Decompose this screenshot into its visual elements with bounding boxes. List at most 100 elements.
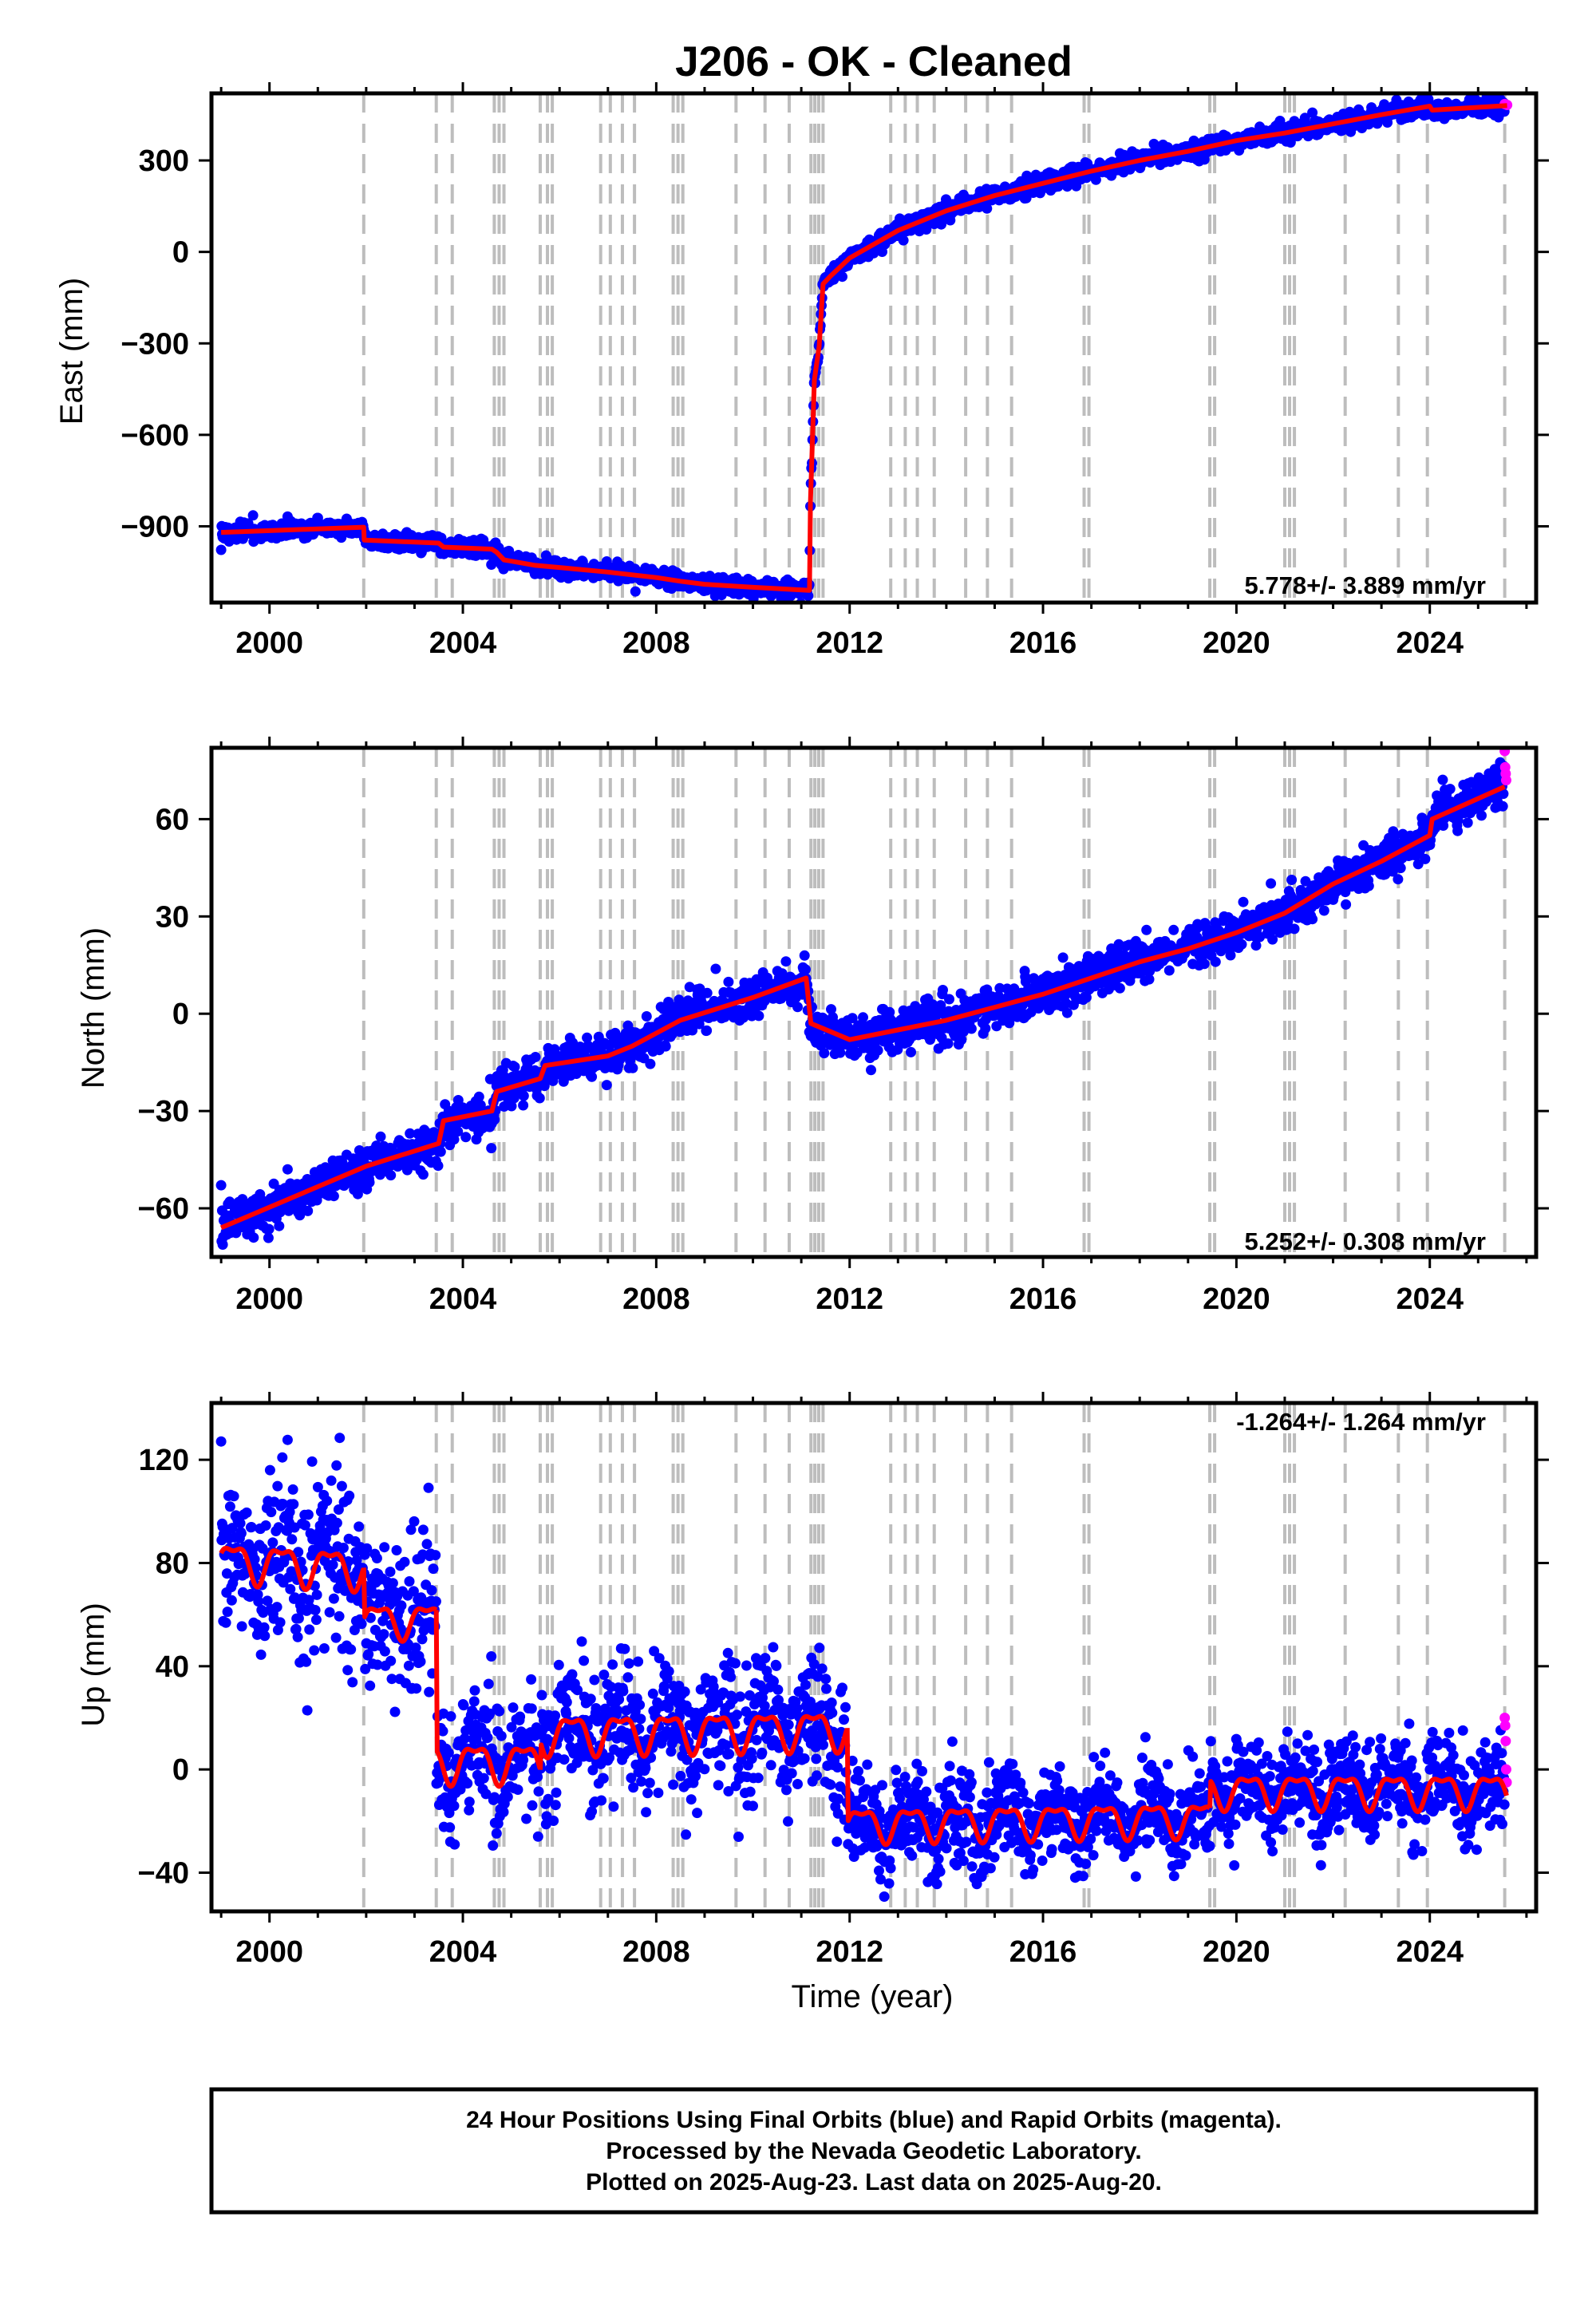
x-tick-label: 2008 (622, 626, 690, 660)
final-orbit-point (837, 271, 847, 283)
final-orbit-point (489, 1114, 500, 1125)
final-orbit-point (534, 1093, 545, 1104)
x-tick-label: 2016 (1009, 1282, 1077, 1316)
final-orbit-point (1236, 939, 1247, 950)
final-orbit-point (518, 1100, 529, 1111)
final-orbit-point (872, 1045, 883, 1056)
final-orbit-point (1497, 800, 1508, 812)
x-tick-label: 2004 (429, 1282, 497, 1316)
final-orbit-point (248, 1232, 259, 1243)
final-orbit-point (385, 1170, 397, 1181)
final-orbit-point (898, 235, 909, 246)
final-orbit-point (866, 1065, 876, 1076)
final-orbit-point (1286, 875, 1298, 885)
final-orbit-point (776, 968, 788, 979)
final-orbit-point (660, 1041, 671, 1052)
final-orbit-point (701, 1025, 713, 1036)
final-orbit-point (1452, 815, 1464, 826)
final-orbit-point (645, 1058, 656, 1069)
x-tick-label: 2020 (1203, 1282, 1270, 1316)
final-orbit-point (1144, 974, 1155, 985)
final-orbit-point (405, 1128, 416, 1139)
final-orbit-point (509, 1061, 520, 1073)
final-orbit-point (980, 1023, 991, 1034)
final-orbit-point (799, 950, 810, 961)
final-orbit-point (1363, 880, 1374, 891)
final-orbit-point (1307, 914, 1318, 925)
rapid-orbit-point (1499, 748, 1511, 757)
final-orbit-point (1289, 923, 1300, 935)
final-orbit-point (938, 985, 948, 995)
final-orbit-point (710, 963, 721, 974)
final-orbit-point (473, 1091, 484, 1102)
final-orbit-point (486, 1143, 497, 1154)
y-tick-label: −300 (120, 327, 189, 361)
y-tick-label: −30 (138, 1095, 189, 1128)
up-panel: 2000 2004 2008 2012 2016 2020 2024−4004080120 … (76, 1392, 1549, 2014)
y-tick-label: 30 (156, 900, 189, 934)
daily-position-points (215, 757, 1510, 1250)
final-orbit-point (641, 1011, 652, 1022)
final-orbit-point (1462, 817, 1473, 828)
final-orbit-point (328, 1191, 339, 1202)
x-tick-label: 2024 (1396, 626, 1464, 660)
figure-title: J206 - OK - Cleaned (675, 38, 1073, 85)
final-orbit-point (701, 987, 713, 998)
y-tick-label: 60 (156, 803, 189, 836)
final-orbit-point (263, 1223, 275, 1235)
y-tick-label: 300 (139, 144, 189, 178)
final-orbit-point (1114, 982, 1125, 994)
final-orbit-point (826, 1004, 836, 1015)
final-orbit-point (1168, 924, 1179, 935)
north-rate-label: 5.252+/- 0.308 mm/yr (1245, 1227, 1486, 1255)
final-orbit-point (1080, 992, 1092, 1003)
final-orbit-point (1393, 874, 1404, 885)
final-orbit-point (982, 203, 993, 214)
y-tick-label: 0 (172, 236, 189, 270)
final-orbit-point (1444, 784, 1456, 795)
final-orbit-point (302, 1205, 314, 1216)
final-orbit-point (375, 1131, 386, 1142)
final-orbit-point (215, 544, 227, 555)
final-orbit-point (1423, 93, 1434, 105)
final-orbit-point (417, 1169, 429, 1180)
final-orbit-point (274, 1220, 285, 1231)
final-orbit-point (263, 1232, 274, 1243)
final-orbit-point (630, 586, 641, 597)
final-orbit-point (1163, 965, 1175, 976)
final-orbit-point (1318, 905, 1329, 916)
final-orbit-point (518, 1090, 529, 1101)
final-orbit-point (723, 976, 734, 987)
east-panel: 2000 2004 2008 2012 2016 2020 2024−900−600−300… (54, 82, 1549, 660)
final-orbit-point (1341, 899, 1352, 910)
final-orbit-point (803, 591, 814, 601)
final-orbit-point (819, 1048, 830, 1059)
final-orbit-point (294, 1210, 306, 1221)
east-axis-label: East (mm) (54, 278, 89, 425)
final-orbit-point (1266, 878, 1277, 889)
final-orbit-point (587, 1071, 598, 1082)
final-orbit-point (364, 1177, 375, 1188)
rapid-orbit-point (1500, 775, 1511, 786)
model-fit-line (219, 785, 1506, 1231)
final-orbit-point (1307, 107, 1318, 118)
final-orbit-point (780, 956, 792, 967)
final-orbit-point (1061, 1007, 1073, 1018)
final-orbit-point (906, 1046, 916, 1057)
final-orbit-point (460, 1132, 472, 1143)
north-axis-label: North (mm) (76, 927, 111, 1089)
final-orbit-point (1437, 774, 1448, 785)
x-tick-label: 2012 (816, 626, 883, 660)
x-tick-label: 2000 (235, 626, 303, 660)
final-orbit-point (1476, 810, 1487, 821)
final-orbit-point (942, 1038, 954, 1049)
x-tick-label: 2000 (235, 1282, 303, 1316)
final-orbit-point (1057, 952, 1069, 963)
y-tick-label: 0 (172, 998, 189, 1031)
final-orbit-point (452, 1126, 464, 1137)
final-orbit-point (448, 1134, 460, 1145)
final-orbit-point (217, 1239, 228, 1250)
x-tick-label: 2008 (622, 1282, 690, 1316)
final-orbit-point (1210, 956, 1221, 967)
final-orbit-point (433, 1160, 444, 1172)
